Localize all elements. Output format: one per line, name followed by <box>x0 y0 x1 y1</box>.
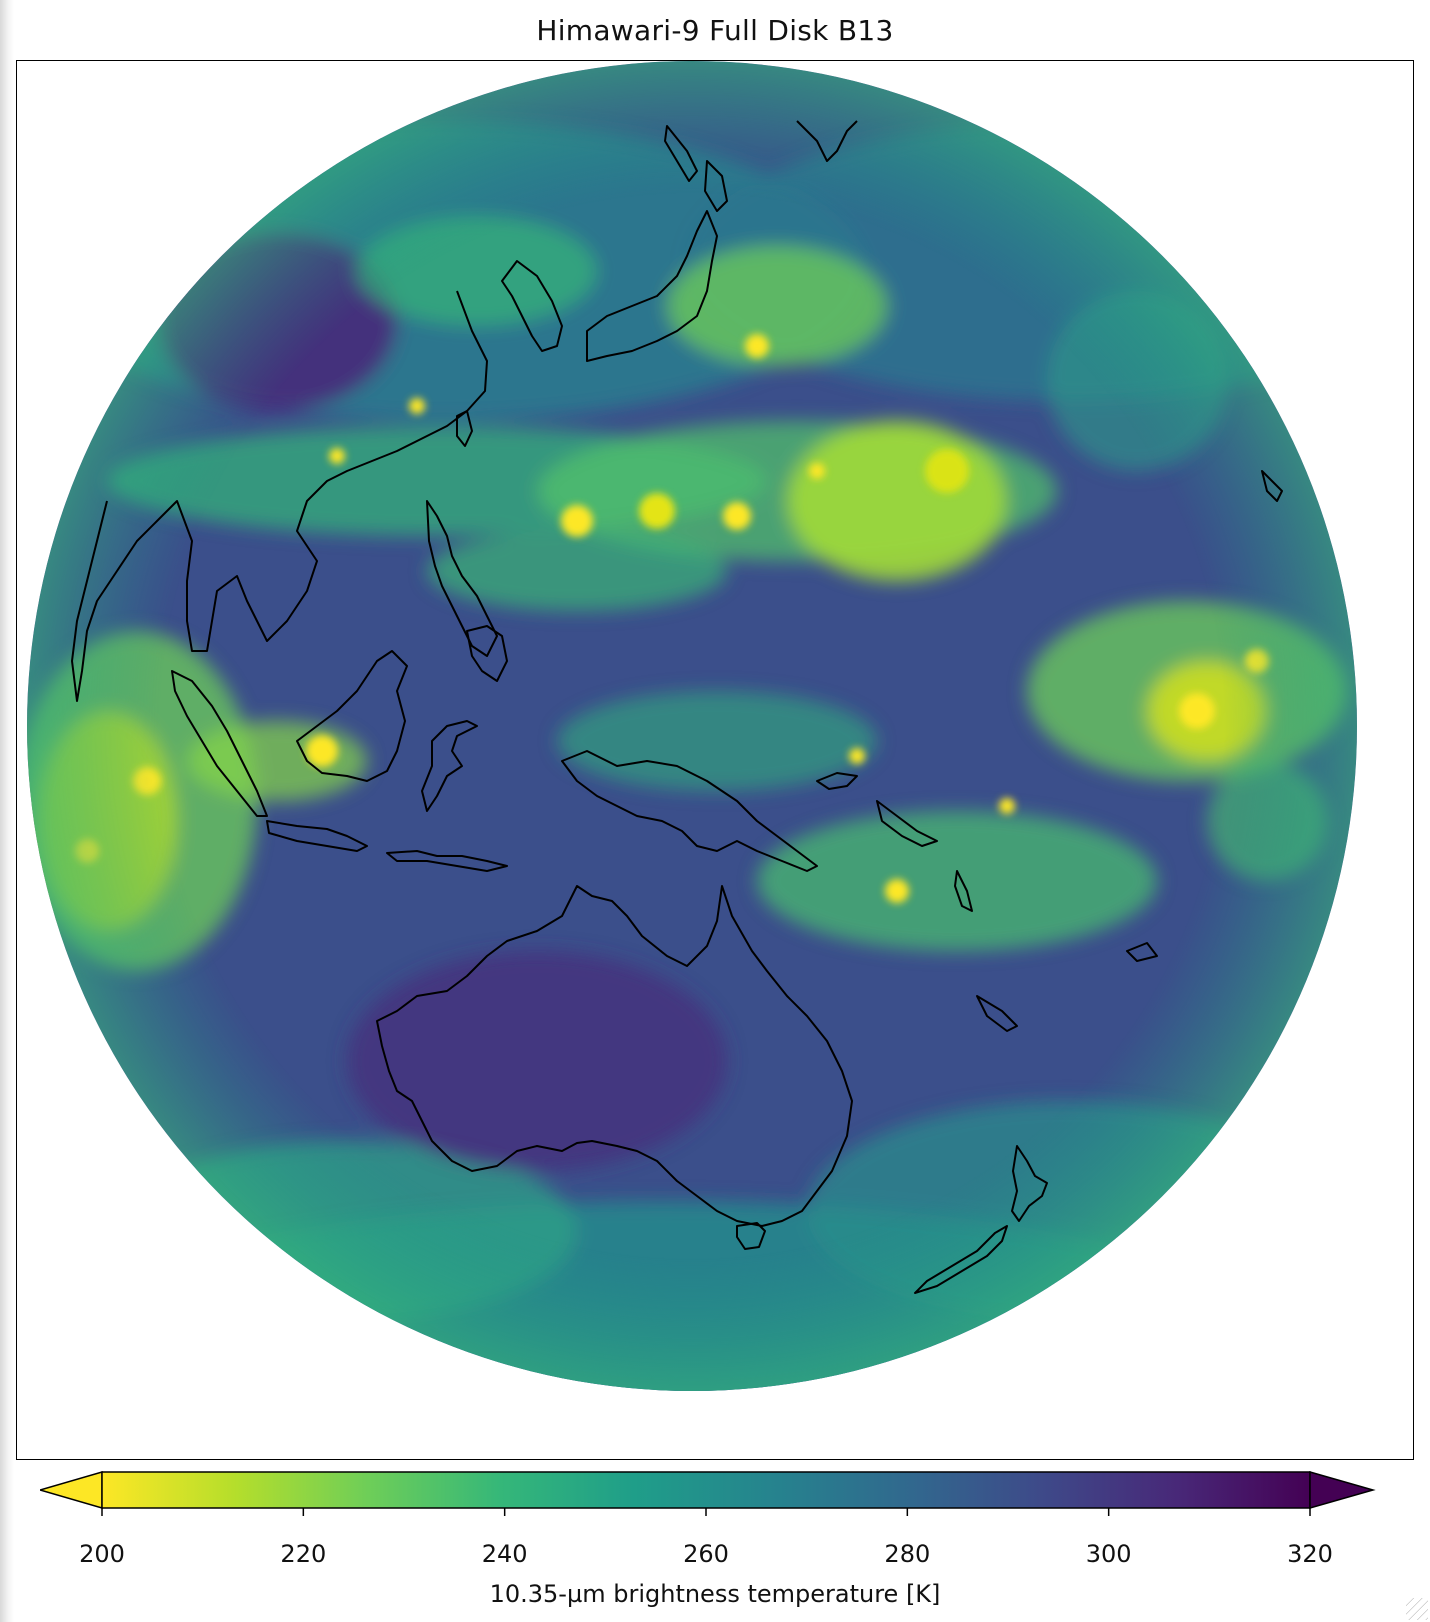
colorbar <box>37 1470 1415 1530</box>
figure-title: Himawari-9 Full Disk B13 <box>536 14 894 47</box>
coastline-mindanao <box>466 625 508 682</box>
coastline-kamchatka <box>796 120 858 162</box>
window-edge-shadow <box>0 0 14 1622</box>
coastline-solomon-islands <box>876 800 938 847</box>
colorbar-svg <box>37 1471 1376 1516</box>
coastline-east-asia <box>71 290 488 702</box>
coastline-hawaii <box>1261 470 1283 502</box>
coastline-korea <box>501 260 563 352</box>
coastline-australia <box>376 885 853 1227</box>
coastline-new-zealand-north <box>1011 1145 1048 1222</box>
coastline-new-zealand-south <box>914 1225 1008 1294</box>
coastline-fiji <box>1126 942 1158 962</box>
colorbar-tick-label: 260 <box>683 1540 729 1568</box>
map-axes <box>16 60 1414 1460</box>
coastline-lesser-sunda <box>386 850 508 872</box>
earth-disk <box>27 61 1357 1391</box>
coastline-hokkaido <box>704 160 728 212</box>
colorbar-tick-label: 280 <box>884 1540 931 1568</box>
coastline-sulawesi <box>421 720 478 812</box>
colorbar-tick-label: 320 <box>1287 1540 1333 1568</box>
coastline-japan <box>586 210 718 362</box>
colorbar-extend-min <box>37 1471 103 1509</box>
colorbar-label: 10.35-µm brightness temperature [K] <box>489 1580 941 1608</box>
coastline-vanuatu <box>954 870 973 912</box>
coastline-sakhalin <box>664 125 698 182</box>
coastline-new-caledonia <box>976 995 1018 1032</box>
colorbar-tick-label: 200 <box>79 1540 125 1568</box>
resize-grip[interactable] <box>1406 1598 1428 1620</box>
colorbar-extend-max <box>1309 1471 1376 1509</box>
coastline-sumatra <box>171 670 268 817</box>
colorbar-tick-label: 300 <box>1085 1540 1132 1568</box>
colorbar-tick-label: 240 <box>481 1540 528 1568</box>
coastline-new-guinea <box>561 750 818 872</box>
colorbar-tick-label: 220 <box>280 1540 327 1568</box>
coastline-tasmania <box>736 1222 766 1250</box>
coastlines <box>71 120 1283 1294</box>
coastline-java <box>266 820 368 852</box>
coastline-philippines <box>426 500 498 657</box>
coastline-borneo <box>296 650 408 782</box>
coastline-new-britain <box>816 772 858 790</box>
earth-disk-map <box>27 61 1357 1391</box>
colorbar-gradient <box>101 1471 1311 1509</box>
